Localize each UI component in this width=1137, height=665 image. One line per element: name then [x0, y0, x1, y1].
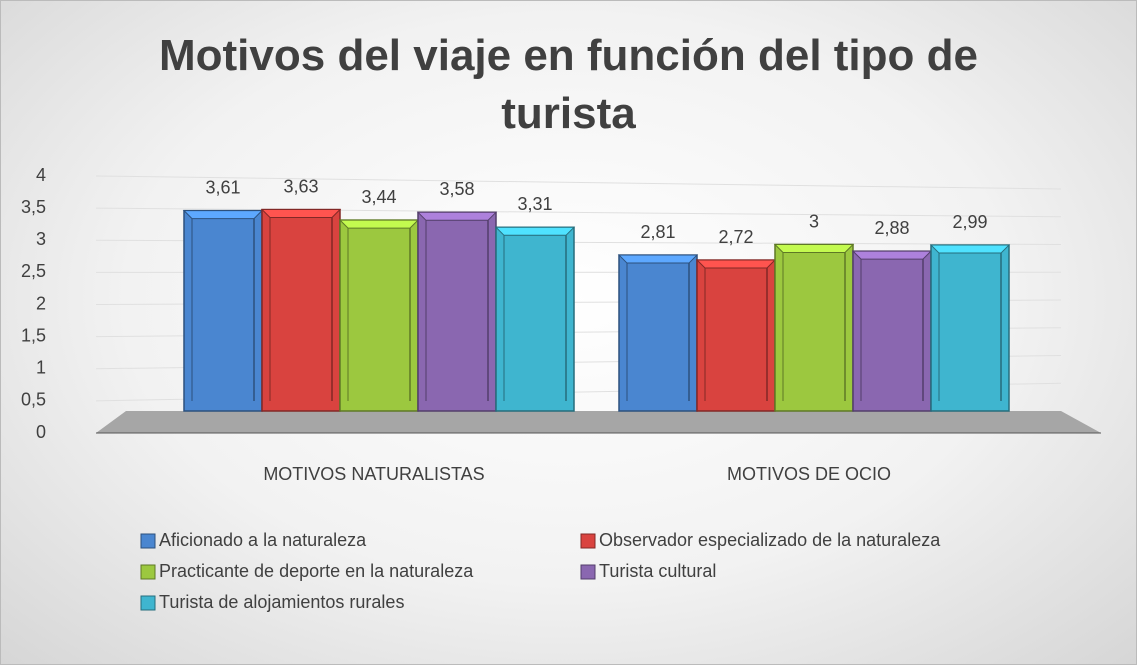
legend-label: Turista cultural — [599, 561, 716, 581]
floor — [96, 411, 1101, 433]
y-tick-label: 0,5 — [21, 390, 46, 410]
legend-label: Practicante de deporte en la naturaleza — [159, 561, 474, 581]
value-label: 3,44 — [361, 187, 396, 207]
bar-top — [416, 211, 498, 221]
y-tick-label: 1 — [36, 358, 46, 378]
legend-label: Aficionado a la naturaleza — [159, 530, 367, 550]
bar — [696, 259, 776, 412]
y-tick-label: 4 — [36, 165, 46, 185]
value-label: 3,63 — [283, 176, 318, 196]
legend-swatch — [580, 533, 596, 549]
bar — [417, 211, 497, 412]
y-tick-label: 2,5 — [21, 261, 46, 281]
bar-top — [695, 259, 777, 269]
bar-top — [338, 219, 420, 229]
bar-top — [773, 244, 855, 253]
bar-top — [929, 244, 1011, 254]
value-label: 2,99 — [952, 212, 987, 232]
legend-swatch — [140, 533, 156, 549]
grid-line — [95, 207, 1062, 218]
value-label: 3,58 — [439, 179, 474, 199]
bar-top — [851, 250, 933, 260]
bar — [852, 250, 932, 412]
bar-top — [494, 226, 576, 236]
y-tick-label: 1,5 — [21, 325, 46, 345]
legend-swatch — [140, 564, 156, 580]
bar — [618, 254, 698, 412]
value-label: 3,31 — [517, 194, 552, 214]
y-tick-label: 0 — [36, 422, 46, 442]
legend-swatch — [140, 595, 156, 611]
x-tick-label: MOTIVOS NATURALISTAS — [263, 464, 484, 484]
bar — [495, 226, 575, 412]
legend-swatch — [580, 564, 596, 580]
y-tick-label: 3 — [36, 229, 46, 249]
chart-title: Motivos del viaje en función del tipo de… — [159, 31, 978, 138]
value-label: 2,81 — [640, 222, 675, 242]
value-label: 2,72 — [718, 227, 753, 247]
bar-top — [617, 254, 699, 264]
legend-label: Observador especializado de la naturalez… — [599, 530, 941, 550]
bar — [261, 208, 341, 412]
value-label: 3,61 — [205, 177, 240, 197]
y-tick-label: 2 — [36, 293, 46, 313]
grid-line — [95, 175, 1062, 190]
bar-top — [182, 210, 264, 220]
bar-top — [260, 209, 342, 219]
bar — [183, 209, 263, 412]
bar — [339, 219, 419, 412]
value-label: 3 — [809, 211, 819, 231]
y-tick-label: 3,5 — [21, 197, 46, 217]
value-label: 2,88 — [874, 218, 909, 238]
bar — [774, 243, 854, 412]
legend-label: Turista de alojamientos rurales — [159, 592, 404, 612]
bar — [930, 244, 1010, 412]
x-tick-label: MOTIVOS DE OCIO — [727, 464, 891, 484]
